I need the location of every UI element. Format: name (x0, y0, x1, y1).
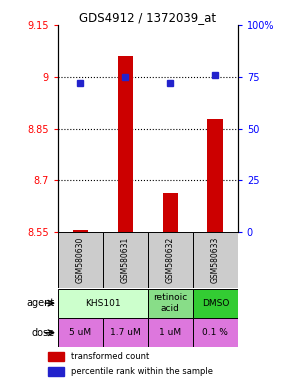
Text: dose: dose (32, 328, 55, 338)
Bar (193, 318, 238, 347)
Text: 1 uM: 1 uM (159, 328, 182, 337)
Bar (72, 230, 88, 232)
Title: GDS4912 / 1372039_at: GDS4912 / 1372039_at (79, 11, 216, 24)
Text: 0.1 %: 0.1 % (202, 328, 228, 337)
Text: agent: agent (27, 298, 55, 308)
Text: KHS101: KHS101 (85, 299, 121, 308)
Bar (148, 318, 193, 347)
Text: DMSO: DMSO (202, 299, 229, 308)
Bar (103, 318, 148, 347)
Text: GSM580630: GSM580630 (76, 237, 85, 283)
Bar (58, 318, 103, 347)
Bar (58, 289, 148, 318)
Bar (193, 232, 238, 288)
Text: 1.7 uM: 1.7 uM (110, 328, 141, 337)
Bar (58, 232, 103, 288)
Bar (162, 193, 178, 232)
Text: GSM580632: GSM580632 (166, 237, 175, 283)
Bar (48, 353, 64, 361)
Text: percentile rank within the sample: percentile rank within the sample (71, 367, 213, 376)
Text: GSM580633: GSM580633 (211, 237, 220, 283)
Text: GSM580631: GSM580631 (121, 237, 130, 283)
Bar (103, 232, 148, 288)
Bar (193, 289, 238, 318)
Text: transformed count: transformed count (71, 353, 149, 361)
Bar (148, 289, 193, 318)
Text: retinoic
acid: retinoic acid (153, 293, 188, 313)
Bar (207, 119, 223, 232)
Bar (48, 367, 64, 376)
Bar (148, 232, 193, 288)
Text: 5 uM: 5 uM (69, 328, 92, 337)
Bar (117, 56, 133, 232)
